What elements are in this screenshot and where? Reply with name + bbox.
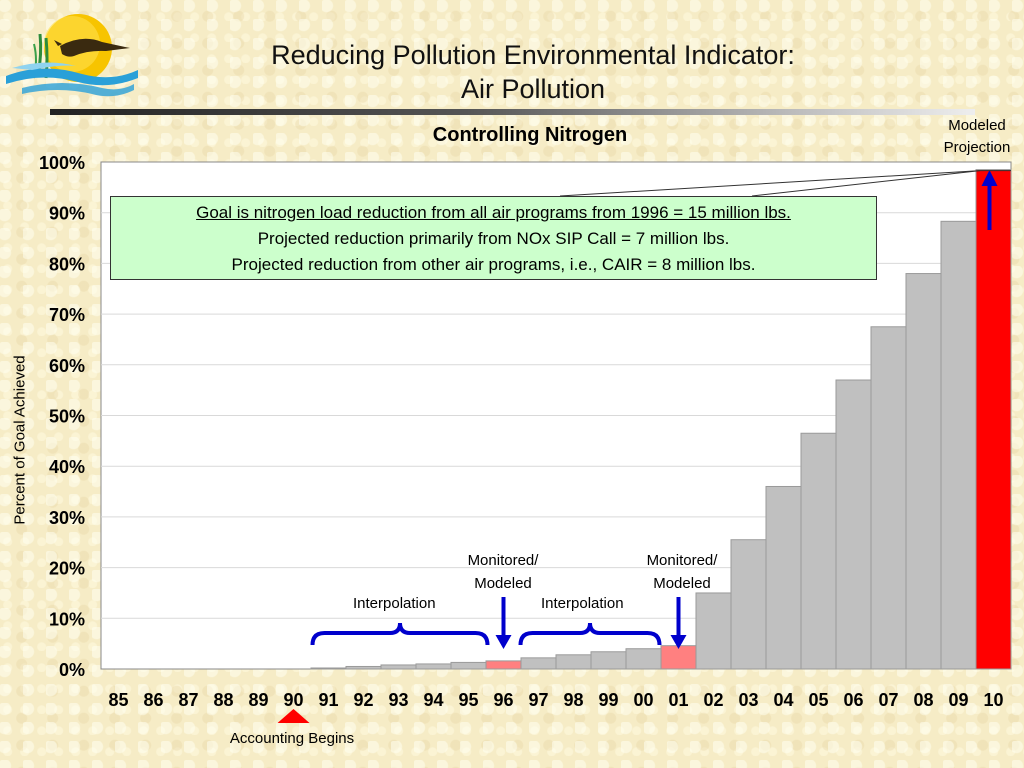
bar-07 — [870, 326, 907, 670]
bar-91 — [310, 667, 347, 670]
x-tick-label: 95 — [458, 690, 478, 710]
modeled-label-line1: Modeled — [948, 117, 1006, 134]
x-tick-label: 92 — [353, 690, 373, 710]
x-tick-label: 94 — [423, 690, 443, 710]
callout-line1: Goal is nitrogen load reduction from all… — [196, 203, 791, 222]
x-tick-label: 88 — [213, 690, 233, 710]
x-tick-label: 85 — [108, 690, 128, 710]
x-tick-label: 05 — [808, 690, 828, 710]
y-tick-label: 90% — [49, 204, 85, 224]
monitored-arrow-96 — [495, 597, 512, 649]
callout-line3: Projected reduction from other air progr… — [231, 255, 756, 274]
bar-94 — [415, 663, 452, 670]
y-tick-label: 30% — [49, 508, 85, 528]
callout-pointer — [751, 170, 981, 197]
x-tick-label: 99 — [598, 690, 618, 710]
y-tick-label: 20% — [49, 559, 85, 579]
x-tick-label: 01 — [668, 690, 688, 710]
x-tick-label: 09 — [948, 690, 968, 710]
interpolation-brace-left — [310, 622, 490, 646]
x-tick-label: 96 — [493, 690, 513, 710]
modeled-label-line2: Projection — [943, 139, 1011, 156]
x-tick-label: 08 — [913, 690, 933, 710]
monitored-96-line2: Modeled — [474, 575, 532, 592]
bar-93 — [380, 664, 417, 670]
y-tick-label: 70% — [49, 305, 85, 325]
x-tick-label: 03 — [738, 690, 758, 710]
goal-up-arrow — [981, 170, 998, 230]
x-tick-label: 10 — [983, 690, 1003, 710]
x-tick-label: 02 — [703, 690, 723, 710]
monitored-label-96: Monitored/ Modeled — [458, 549, 548, 595]
x-tick-label: 07 — [878, 690, 898, 710]
bar-97 — [520, 657, 557, 670]
bar-95 — [450, 661, 487, 670]
y-tick-label: 60% — [49, 356, 85, 376]
x-tick-label: 98 — [563, 690, 583, 710]
title-rule — [50, 109, 975, 115]
bar-06 — [835, 379, 872, 670]
x-tick-label: 97 — [528, 690, 548, 710]
x-tick-label: 89 — [248, 690, 268, 710]
monitored-arrow-01 — [670, 597, 687, 649]
bar-92 — [345, 665, 382, 670]
y-tick-label: 100% — [39, 153, 85, 173]
bar-04 — [765, 485, 802, 670]
bar-10 — [975, 169, 1012, 670]
y-tick-label: 10% — [49, 609, 85, 629]
chart-title: Controlling Nitrogen — [432, 124, 628, 146]
bar-08 — [905, 273, 942, 670]
bar-05 — [800, 432, 837, 670]
y-tick-label: 80% — [49, 254, 85, 274]
bar-03 — [730, 539, 767, 670]
y-tick-label: 0% — [59, 660, 85, 680]
goal-callout: Goal is nitrogen load reduction from all… — [110, 196, 877, 280]
interpolation-label-right: Interpolation — [541, 595, 624, 612]
x-tick-label: 06 — [843, 690, 863, 710]
x-tick-label: 91 — [318, 690, 338, 710]
bar-98 — [555, 654, 592, 670]
bar-09 — [940, 220, 977, 670]
monitored-01-line2: Modeled — [653, 575, 711, 592]
x-tick-label: 00 — [633, 690, 653, 710]
interpolation-brace-right — [518, 622, 662, 646]
interpolation-label-left: Interpolation — [353, 595, 436, 612]
x-tick-label: 90 — [283, 690, 303, 710]
y-tick-label: 50% — [49, 407, 85, 427]
monitored-label-01: Monitored/ Modeled — [637, 549, 727, 595]
x-tick-label: 93 — [388, 690, 408, 710]
modeled-projection-label: Modeled Projection — [930, 115, 1024, 159]
slide-title: Reducing Pollution Environmental Indicat… — [150, 38, 916, 106]
slide-title-line2: Air Pollution — [460, 74, 606, 104]
monitored-01-line1: Monitored/ — [646, 552, 718, 569]
bar-01 — [660, 645, 697, 670]
y-tick-label: 40% — [49, 457, 85, 477]
x-tick-label: 86 — [143, 690, 163, 710]
bar-99 — [590, 651, 627, 670]
logo — [6, 14, 138, 97]
slide-title-line1: Reducing Pollution Environmental Indicat… — [271, 40, 795, 70]
bar-02 — [695, 592, 732, 670]
callout-line2: Projected reduction primarily from NOx S… — [257, 229, 730, 248]
monitored-96-line1: Monitored/ — [467, 552, 539, 569]
bar-00 — [625, 648, 662, 670]
x-tick-label: 04 — [773, 690, 793, 710]
bar-96 — [485, 660, 522, 670]
accounting-begins-label: Accounting Begins — [229, 730, 355, 747]
callout-pointer — [559, 170, 981, 197]
accounting-marker — [277, 709, 310, 723]
x-tick-label: 87 — [178, 690, 198, 710]
